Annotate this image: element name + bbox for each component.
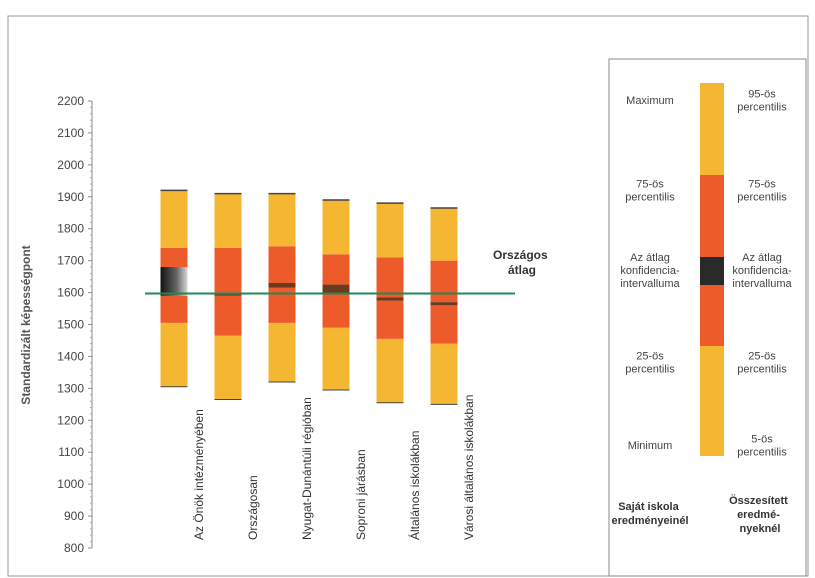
x-category-label: Városi általános iskolákban [462, 395, 476, 540]
y-tick-label: 1600 [57, 286, 84, 300]
y-tick-label: 1000 [57, 477, 84, 491]
legend-label: Az átlag konfidencia-intervalluma [620, 252, 680, 290]
box-segment-p25-mean [160, 295, 188, 323]
box-segment-p25-mean [214, 294, 242, 336]
box-2 [214, 192, 242, 401]
x-category-label: Soproni járásban [354, 449, 368, 540]
box-1 [160, 189, 188, 388]
legend-label: 5-ös percentilis [737, 434, 787, 459]
box-segment-p75-p95 [160, 190, 188, 248]
y-axis-label: Standardizált képességpont [19, 245, 33, 404]
legend-left-labels: Maximum 75-ös percentilis Az átlag konfidenc… [620, 95, 680, 452]
box-4 [322, 199, 350, 391]
box-segment-mean-ci [430, 302, 458, 306]
legend-bar-lower-inner [700, 285, 724, 346]
legend-bar-ci [700, 257, 724, 285]
y-tick-label: 2000 [57, 158, 84, 172]
x-category-label: Az Önök intézményében [192, 409, 206, 540]
y-tick-label: 1200 [57, 413, 84, 427]
box-segment-mean-p75 [268, 246, 296, 283]
y-tick-label: 1500 [57, 318, 84, 332]
y-tick-label: 1700 [57, 254, 84, 268]
box-segment-p5-p25 [376, 338, 404, 403]
x-category-labels: Az Önök intézményében Országosan Nyugat-Du… [192, 395, 476, 540]
legend-frame [608, 58, 807, 577]
box-segment-p75-p95 [376, 203, 404, 258]
legend-label: 25-ös percentilis [625, 351, 675, 376]
box-segment-p75-p95 [268, 193, 296, 247]
box-segment-mean-p75 [160, 247, 188, 268]
y-tick-label: 2200 [57, 94, 84, 108]
y-tick-label: 1900 [57, 190, 84, 204]
y-axis: 800 900 1000 1100 1200 1300 1400 1500 1600 1700 18… [19, 94, 93, 555]
legend: Maximum 75-ös percentilis Az átlag konfidenc… [608, 58, 807, 577]
y-tick-label: 2100 [57, 126, 84, 140]
box-segment-p25-mean [322, 292, 350, 328]
legend-bar-upper-inner [700, 175, 724, 257]
box-segment-mean-p75 [214, 247, 242, 293]
y-tick-label: 900 [64, 509, 84, 523]
box-segment-p5-p25 [160, 322, 188, 387]
box-segment-p5-p25 [214, 335, 242, 400]
legend-label: 95-ös percentilis [737, 89, 787, 114]
y-tick-label: 800 [64, 541, 84, 555]
box-series [160, 189, 458, 405]
legend-bar-lower-outer [700, 346, 724, 456]
box-segment-mean-p75 [322, 254, 350, 285]
box-segment-mean-p75 [430, 260, 458, 303]
legend-label: Maximum [626, 95, 674, 107]
x-category-label: Nyugat-Dunántúli régióban [300, 397, 314, 540]
box-5 [376, 202, 404, 404]
box-segment-p75-p95 [214, 193, 242, 248]
legend-bar-upper-outer [700, 83, 724, 175]
box-segment-p25-mean [430, 305, 458, 344]
box-segment-p25-mean [376, 300, 404, 339]
y-tick-label: 1300 [57, 381, 84, 395]
box-3 [268, 192, 296, 383]
y-tick-label: 1800 [57, 222, 84, 236]
legend-label: 75-ös percentilis [737, 179, 787, 204]
box-segment-mean-ci [322, 284, 350, 293]
legend-right-caption: Összesített eredmé- nyeknél [729, 494, 791, 535]
box-segment-p75-p95 [322, 199, 350, 255]
y-tick-label: 1100 [58, 445, 84, 459]
national-average-label: Országos átlag [493, 248, 551, 277]
legend-label: 75-ös percentilis [625, 179, 675, 204]
x-category-label: Országosan [246, 475, 260, 540]
box-segment-mean-ci [376, 297, 404, 301]
box-segment-mean-ci [160, 267, 188, 296]
legend-label: Az átlag konfidencia-intervalluma [732, 252, 792, 290]
legend-label: 25-ös percentilis [737, 351, 787, 376]
legend-left-caption: Saját iskola eredményeinél [611, 501, 688, 527]
box-segment-mean-p75 [376, 257, 404, 298]
box-segment-p5-p25 [268, 322, 296, 382]
legend-right-labels: 95-ös percentilis 75-ös percentilis Az átlag… [732, 89, 792, 459]
chart-frame [7, 15, 809, 577]
x-category-label: Általános iskolákban [407, 431, 422, 540]
box-6 [430, 207, 458, 405]
legend-label: Minimum [628, 440, 673, 452]
y-tick-label: 1400 [57, 349, 84, 363]
box-segment-p75-p95 [430, 207, 458, 261]
box-segment-mean-ci [268, 282, 296, 288]
box-segment-p5-p25 [322, 327, 350, 390]
box-segment-p5-p25 [430, 343, 458, 405]
y-ticks: 800 900 1000 1100 1200 1300 1400 1500 1600 1700 18… [57, 94, 92, 555]
